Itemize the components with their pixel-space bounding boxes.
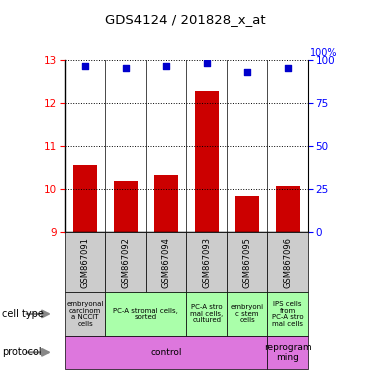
Bar: [235, 196, 259, 232]
Text: PC-A stro
mal cells,
cultured: PC-A stro mal cells, cultured: [190, 305, 223, 323]
Bar: [276, 186, 300, 232]
Text: control: control: [150, 348, 182, 357]
Bar: [194, 91, 219, 232]
Bar: [154, 175, 178, 232]
Point: [123, 65, 129, 71]
Text: GSM867091: GSM867091: [81, 237, 90, 288]
Text: GSM867093: GSM867093: [202, 237, 211, 288]
Point: [244, 68, 250, 74]
Text: GSM867096: GSM867096: [283, 237, 292, 288]
Point: [82, 63, 88, 70]
Text: embryonal
carcinom
a NCCIT
cells: embryonal carcinom a NCCIT cells: [66, 301, 104, 327]
Text: PC-A stromal cells,
sorted: PC-A stromal cells, sorted: [114, 308, 178, 320]
Text: IPS cells
from
PC-A stro
mal cells: IPS cells from PC-A stro mal cells: [272, 301, 303, 327]
Text: GSM867092: GSM867092: [121, 237, 130, 288]
Text: 100%: 100%: [310, 48, 337, 58]
Text: GSM867094: GSM867094: [162, 237, 171, 288]
Text: embryoni
c stem
cells: embryoni c stem cells: [231, 305, 264, 323]
Text: cell type: cell type: [2, 309, 44, 319]
Point: [163, 63, 169, 70]
Text: reprogram
ming: reprogram ming: [264, 343, 312, 362]
Bar: [114, 181, 138, 232]
Text: GDS4124 / 201828_x_at: GDS4124 / 201828_x_at: [105, 13, 266, 26]
Text: protocol: protocol: [2, 347, 42, 358]
Bar: [73, 166, 97, 232]
Text: GSM867095: GSM867095: [243, 237, 252, 288]
Point: [285, 65, 290, 71]
Point: [204, 60, 210, 66]
